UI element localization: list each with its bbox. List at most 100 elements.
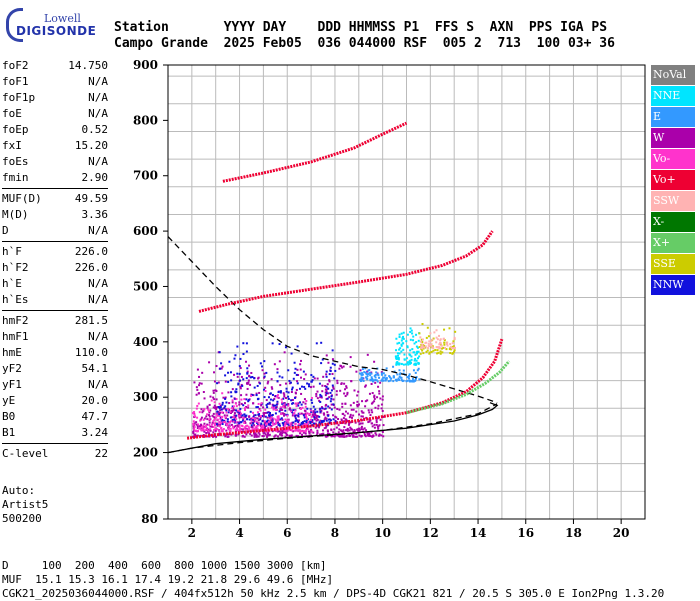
scatter-point-w <box>233 412 236 415</box>
scatter-point-vo- <box>213 401 216 404</box>
scatter-point-nnw <box>321 407 324 410</box>
scatter-point-sse <box>449 347 452 350</box>
scatter-point-vo- <box>199 427 202 430</box>
param-row: h`E N/A <box>2 276 108 292</box>
scatter-point-nnw <box>230 395 233 398</box>
scatter-point-nnw <box>315 342 318 345</box>
scatter-point-e <box>407 376 410 379</box>
scatter-point-w <box>326 430 329 433</box>
scatter-point-w <box>333 435 336 438</box>
scatter-point-vo- <box>213 424 216 427</box>
scatter-point-w <box>264 427 267 430</box>
scatter-point-e <box>398 375 401 378</box>
scatter-point-vo- <box>225 423 228 426</box>
scatter-point-w <box>230 409 233 412</box>
scatter-point-nne <box>415 352 418 355</box>
scatter-point-w <box>361 400 364 403</box>
param-row: foE N/A <box>2 106 108 122</box>
scatter-point-nne <box>409 362 412 365</box>
scatter-point-nne <box>396 360 399 363</box>
scatter-point-w <box>316 418 319 421</box>
scatter-point-vo- <box>297 423 300 426</box>
scatter-point-vo- <box>257 421 260 424</box>
scatter-point-nnw <box>274 406 277 409</box>
scatter-point-nnw <box>266 406 269 409</box>
scatter-point-w <box>301 433 304 436</box>
scatter-point-nnw <box>272 405 275 408</box>
scatter-point-e <box>388 375 391 378</box>
scatter-point-w <box>208 421 211 424</box>
scatter-point-w <box>193 433 196 436</box>
scatter-point-nnw <box>268 411 271 414</box>
scatter-point-sse <box>418 332 421 335</box>
scatter-point-vo- <box>253 418 256 421</box>
scatter-point-nnw <box>279 418 282 421</box>
scatter-point-nnw <box>320 362 323 365</box>
scatter-point-vo- <box>304 430 307 433</box>
scatter-point-nne <box>415 333 418 336</box>
scatter-point-vo- <box>283 424 286 427</box>
scatter-point-vo- <box>305 429 308 432</box>
scatter-point-w <box>323 408 326 411</box>
scatter-point-nnw <box>267 396 270 399</box>
scatter-point-vo- <box>284 418 287 421</box>
scatter-point-w <box>364 384 367 387</box>
scatter-point-w <box>354 421 357 424</box>
scatter-point-w <box>213 371 216 374</box>
scatter-point-vo- <box>264 423 267 426</box>
scatter-point-vo- <box>229 410 232 413</box>
scatter-point-w <box>370 402 373 405</box>
scatter-point-w <box>341 430 344 433</box>
scatter-point-nnw <box>285 390 288 393</box>
scatter-point-ssw <box>438 343 441 346</box>
scatter-point-w <box>296 368 299 371</box>
scatter-point-w <box>339 435 342 438</box>
scatter-point-w <box>288 382 291 385</box>
scatter-point-nnw <box>329 391 332 394</box>
scatter-point-ssw <box>436 338 439 341</box>
scatter-point-w <box>211 421 214 424</box>
scatter-point-ssw <box>429 340 432 343</box>
scatter-point-vo- <box>213 428 216 431</box>
scatter-point-vo- <box>210 399 213 402</box>
scatter-point-ssw <box>443 346 446 349</box>
scatter-point-sse <box>420 343 423 346</box>
scatter-point-w <box>284 406 287 409</box>
scatter-point-w <box>211 414 214 417</box>
scatter-point-w <box>330 403 333 406</box>
scatter-point-w <box>349 426 352 429</box>
scatter-point-w <box>346 393 349 396</box>
scatter-point-vo- <box>229 427 232 430</box>
scatter-point-vo- <box>237 415 240 418</box>
scatter-point-vo- <box>311 396 314 399</box>
scatter-point-w <box>243 402 246 405</box>
param-row: foEs N/A <box>2 154 108 170</box>
scatter-point-vo- <box>299 429 302 432</box>
scatter-point-vo- <box>281 401 284 404</box>
scatter-point-w <box>212 406 215 409</box>
scatter-point-nnw <box>311 401 314 404</box>
param-label: foF1p <box>2 91 36 104</box>
scatter-point-vo- <box>266 430 269 433</box>
scatter-point-vo- <box>242 416 245 419</box>
model-curve-dashed <box>167 403 498 454</box>
scatter-point-nne <box>409 327 412 330</box>
scatter-point-vo- <box>260 402 263 405</box>
scatter-point-vo- <box>255 425 258 428</box>
scatter-point-e <box>376 380 379 383</box>
scatter-point-ssw <box>429 343 432 346</box>
scatter-point-w <box>375 423 378 426</box>
scatter-point-w <box>380 407 383 410</box>
scatter-point-vo- <box>202 427 205 430</box>
scatter-point-nnw <box>327 405 330 408</box>
scatter-point-vo- <box>259 429 262 432</box>
scatter-point-w <box>253 414 256 417</box>
scatter-point-w <box>212 391 215 394</box>
scatter-point-w <box>209 434 212 437</box>
scatter-point-nnw <box>274 412 277 415</box>
scatter-point-w <box>198 382 201 385</box>
scatter-point-w <box>340 382 343 385</box>
scatter-point-nnw <box>317 424 320 427</box>
param-separator <box>2 310 108 311</box>
scatter-point-w <box>381 430 384 433</box>
